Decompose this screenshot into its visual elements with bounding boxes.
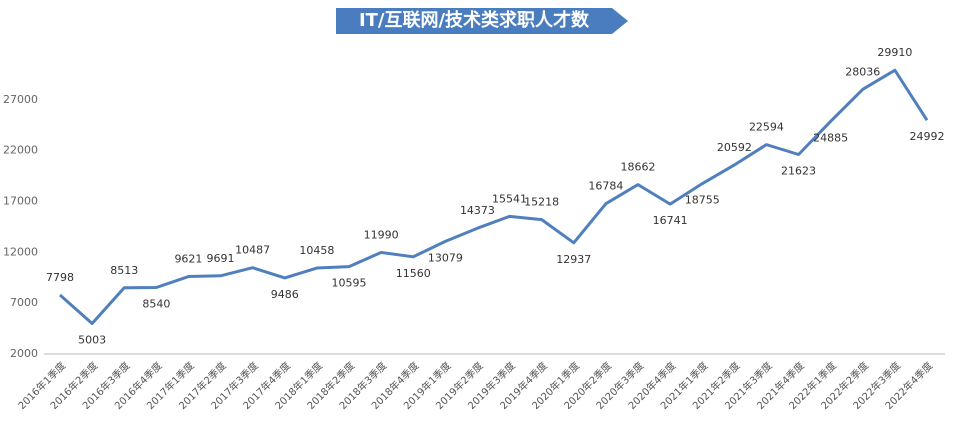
data-label: 10458 <box>299 244 334 257</box>
y-tick-label: 7000 <box>10 296 38 309</box>
y-tick-label: 12000 <box>3 245 38 258</box>
data-label: 13079 <box>428 251 463 264</box>
data-label: 24885 <box>813 131 848 144</box>
data-label: 5003 <box>78 333 106 346</box>
data-label: 10595 <box>332 277 367 290</box>
data-label: 10487 <box>235 244 270 257</box>
title-banner <box>336 8 628 34</box>
data-label: 9621 <box>174 253 202 266</box>
data-label: 11990 <box>364 228 399 241</box>
data-label: 21623 <box>781 164 816 177</box>
data-label: 24992 <box>910 130 945 143</box>
data-label: 16741 <box>653 214 688 227</box>
data-label: 29910 <box>877 46 912 59</box>
data-label: 9691 <box>207 252 235 265</box>
y-tick-label: 17000 <box>3 195 38 208</box>
data-label: 9486 <box>271 288 299 301</box>
data-label: 12937 <box>556 253 591 266</box>
data-label: 28036 <box>845 65 880 78</box>
data-label: 18662 <box>621 161 656 174</box>
data-label: 22594 <box>749 121 784 134</box>
data-label: 14373 <box>460 204 495 217</box>
chart-title: IT/互联网/技术类求职人才数 <box>359 9 590 31</box>
data-label: 20592 <box>717 141 752 154</box>
data-label: 16784 <box>588 180 623 193</box>
data-label: 15218 <box>524 196 559 209</box>
line <box>59 68 929 325</box>
data-label: 7798 <box>46 271 74 284</box>
data-label: 15541 <box>492 192 527 205</box>
y-tick-label: 22000 <box>3 144 38 157</box>
data-label: 8513 <box>110 264 138 277</box>
data-label: 8540 <box>142 298 170 311</box>
data-label: 18755 <box>685 194 720 207</box>
y-tick-label: 27000 <box>3 93 38 106</box>
y-tick-label: 2000 <box>10 347 38 360</box>
data-label: 11560 <box>396 267 431 280</box>
